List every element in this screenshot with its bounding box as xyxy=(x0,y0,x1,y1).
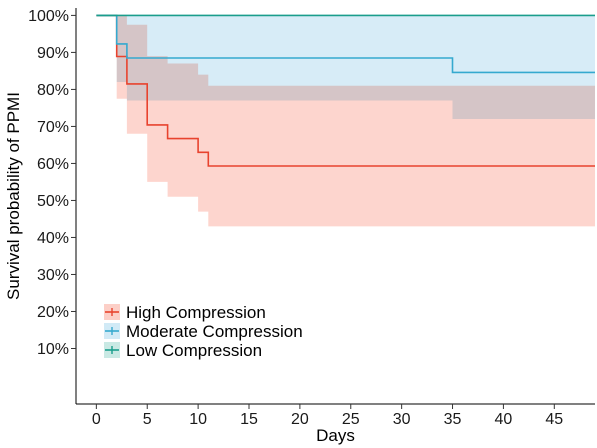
y-tick-label: 60% xyxy=(37,156,69,173)
y-tick-label: 90% xyxy=(37,45,69,62)
curve-0 xyxy=(96,14,595,167)
ci-band-1 xyxy=(96,15,596,119)
legend-label-0: High Compression xyxy=(126,303,266,322)
y-tick-label: 50% xyxy=(37,193,69,210)
survival-curves xyxy=(96,14,595,167)
x-tick-label: 40 xyxy=(495,411,513,428)
y-tick-label: 80% xyxy=(37,82,69,99)
axes: 10% 20% 30% 40% 50% 60% 70% 80% 90% 100% 0 5 10 15 20 2… xyxy=(4,8,595,445)
y-tick-label: 70% xyxy=(37,119,69,136)
confidence-bands xyxy=(96,15,596,227)
y-axis-title: Survival probability of PPMI xyxy=(4,92,23,300)
x-tick-label: 0 xyxy=(92,411,101,428)
x-tick-label: 10 xyxy=(189,411,207,428)
x-tick-label: 20 xyxy=(291,411,309,428)
ci-band-0 xyxy=(96,15,596,227)
x-tick-label: 30 xyxy=(393,411,411,428)
curve-1 xyxy=(96,14,595,74)
y-tick-label: 100% xyxy=(28,8,69,25)
x-tick-label: 15 xyxy=(240,411,258,428)
legend-label-2: Low Compression xyxy=(126,341,262,360)
x-tick-label: 35 xyxy=(444,411,462,428)
x-tick-label: 5 xyxy=(143,411,152,428)
y-tick-label: 20% xyxy=(37,304,69,321)
legend-label-1: Moderate Compression xyxy=(126,322,303,341)
x-tick-label: 25 xyxy=(342,411,360,428)
y-tick-label: 10% xyxy=(37,341,69,358)
y-tick-label: 40% xyxy=(37,230,69,247)
y-tick-label: 30% xyxy=(37,267,69,284)
x-axis-title: Days xyxy=(316,426,355,445)
x-tick-label: 45 xyxy=(545,411,563,428)
